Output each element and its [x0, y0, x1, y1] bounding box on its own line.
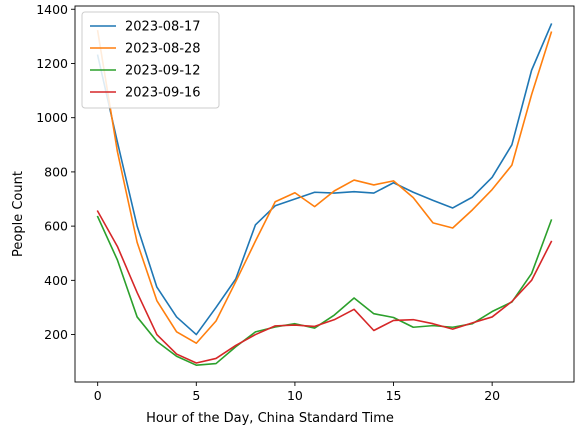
- x-tick-label: 15: [386, 388, 402, 403]
- legend-box: [81, 11, 220, 109]
- x-tick-label: 0: [94, 388, 102, 403]
- series-line-2: [96, 30, 553, 345]
- x-tick-label: 10: [287, 388, 303, 403]
- y-tick-label: 1200: [36, 56, 68, 71]
- y-tick-label: 1400: [36, 2, 68, 17]
- y-axis-label: People Count: [11, 171, 26, 257]
- x-tick-label: 20: [484, 388, 500, 403]
- plot-area: [74, 5, 575, 383]
- legend-label-3: 2023-09-12: [125, 64, 201, 79]
- y-tick-label: 600: [44, 219, 68, 234]
- legend-label-4: 2023-09-16: [125, 86, 201, 101]
- x-tick-label: 5: [192, 388, 200, 403]
- legend-label-2: 2023-08-28: [125, 42, 201, 57]
- legend: 2023-08-17 2023-08-28 2023-09-12 2023-09-16: [81, 11, 220, 109]
- plot-frame: [74, 5, 575, 383]
- y-tick-label: 800: [44, 164, 68, 179]
- legend-label-1: 2023-08-17: [125, 20, 201, 35]
- y-axis: 200 400 600 800 1000 1200 1400: [36, 2, 75, 342]
- series-line-4: [96, 210, 553, 364]
- x-axis-label: Hour of the Day, China Standard Time: [146, 411, 394, 426]
- y-tick-label: 200: [44, 327, 68, 342]
- y-tick-label: 1000: [36, 110, 68, 125]
- y-tick-label: 400: [44, 273, 68, 288]
- series-line-1: [96, 23, 553, 336]
- x-axis: 0 5 10 15 20: [94, 382, 500, 403]
